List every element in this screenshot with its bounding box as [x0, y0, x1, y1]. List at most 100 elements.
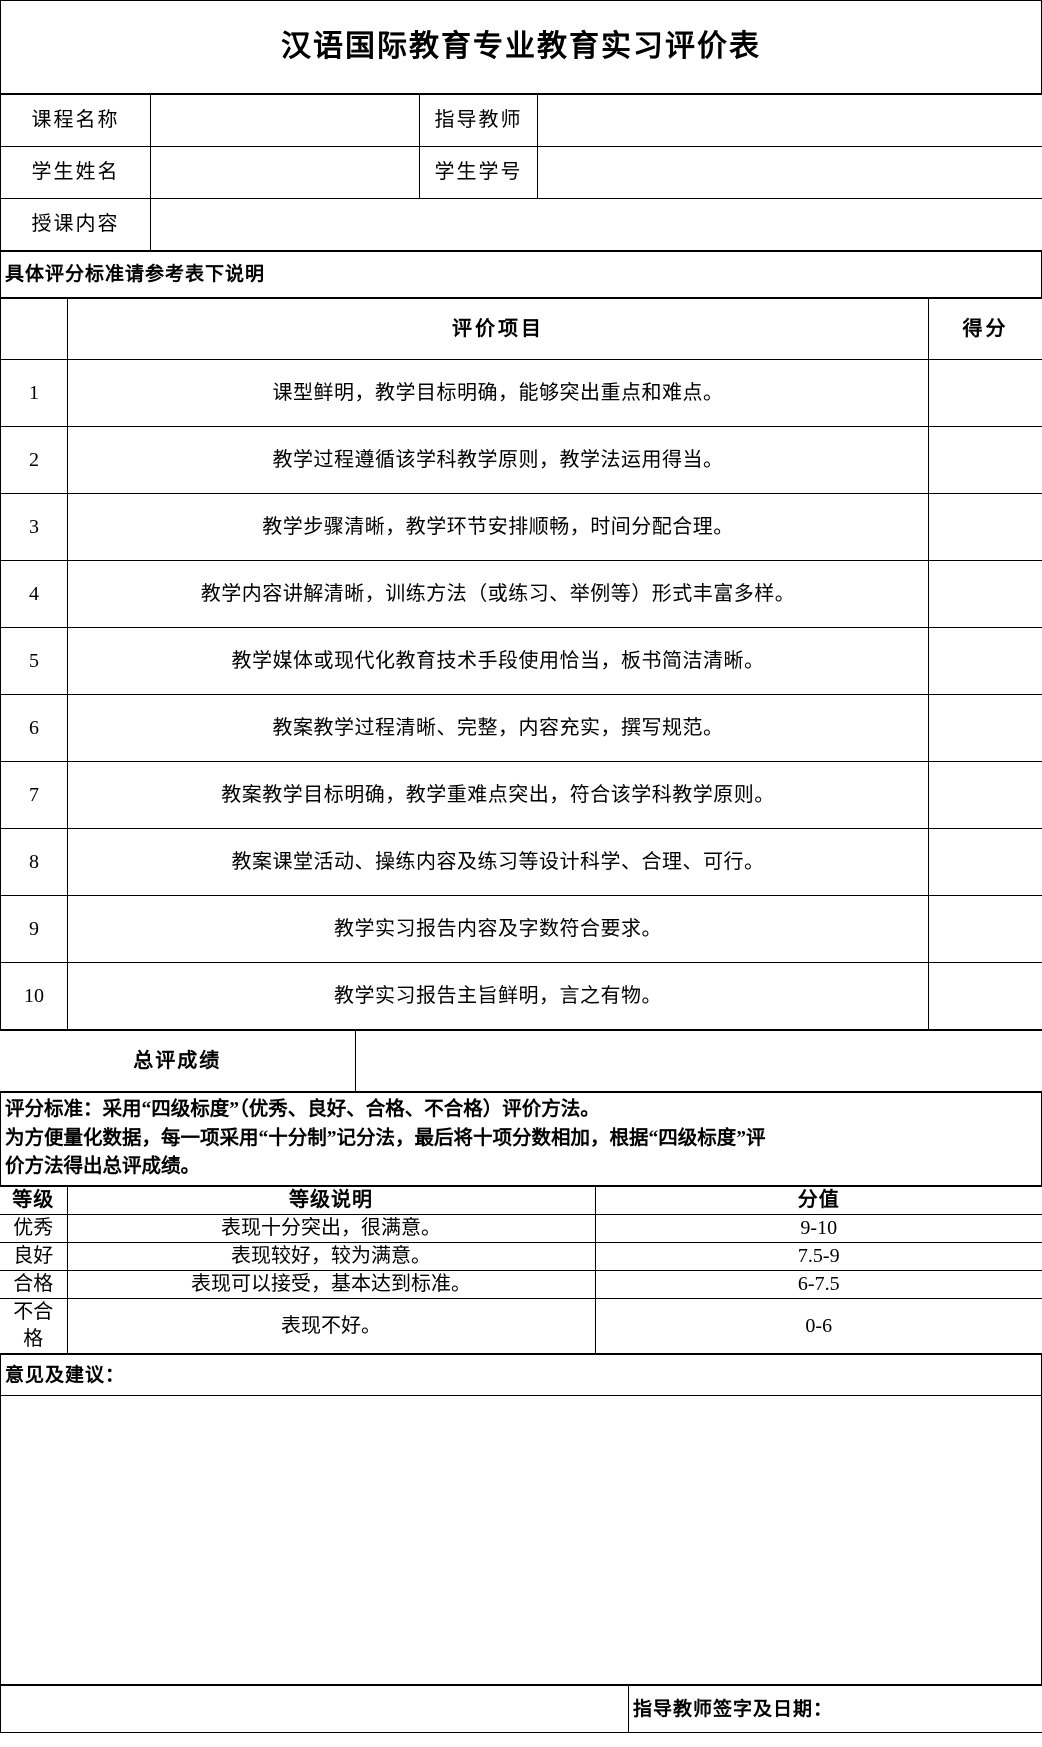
- evaluation-header-row: 评价项目 得分: [0, 298, 1042, 360]
- signature-cell[interactable]: 指导教师签字及日期：: [628, 1685, 1042, 1733]
- row-score-field[interactable]: [928, 493, 1042, 561]
- table-row: 5 教学媒体或现代化教育技术手段使用恰当，板书简洁清晰。: [0, 627, 1042, 695]
- criteria-line-1: 评分标准：采用“四级标度”（优秀、良好、合格、不合格）评价方法。: [5, 1098, 600, 1120]
- row-item-text: 教案教学目标明确，教学重难点突出，符合该学科教学原则。: [67, 761, 929, 829]
- supervisor-label: 指导教师: [419, 94, 538, 147]
- criteria-line-2: 为方便量化数据，每一项采用“十分制”记分法，最后将十项分数相加，根据“四级标度”…: [5, 1127, 766, 1149]
- suggestions-label-cell: 意见及建议：: [0, 1354, 1042, 1396]
- row-score-field[interactable]: [928, 761, 1042, 829]
- total-score-field[interactable]: [354, 1030, 1042, 1092]
- teaching-content-field[interactable]: [150, 198, 1042, 251]
- supervisor-field[interactable]: [537, 94, 1042, 147]
- suggestions-input-row: [0, 1395, 1042, 1685]
- grade-row: 良好 表现较好，较为满意。 7.5-9: [0, 1242, 1042, 1271]
- grade-name: 良好: [0, 1242, 68, 1271]
- suggestions-field[interactable]: [0, 1395, 1042, 1685]
- row-number: 5: [0, 627, 68, 695]
- evaluation-index-header: [0, 298, 68, 360]
- grade-name: 不合格: [0, 1298, 68, 1354]
- grade-description: 表现可以接受，基本达到标准。: [66, 1270, 596, 1299]
- grade-table: 等级 等级说明 分值 优秀 表现十分突出，很满意。 9-10 良好 表现较好，较…: [0, 1186, 1042, 1354]
- total-score-row: 总评成绩: [0, 1030, 1042, 1092]
- grade-name: 合格: [0, 1270, 68, 1299]
- row-number: 9: [0, 895, 68, 963]
- grade-value: 0-6: [594, 1298, 1042, 1354]
- row-score-field[interactable]: [928, 627, 1042, 695]
- table-row: 8 教案课堂活动、操练内容及练习等设计科学、合理、可行。: [0, 828, 1042, 896]
- student-name-label: 学生姓名: [0, 146, 151, 199]
- evaluation-score-header: 得分: [928, 298, 1042, 360]
- row-item-text: 教案课堂活动、操练内容及练习等设计科学、合理、可行。: [67, 828, 929, 896]
- criteria-table: 评分标准：采用“四级标度”（优秀、良好、合格、不合格）评价方法。 为方便量化数据…: [0, 1092, 1042, 1186]
- title-row: 汉语国际教育专业教育实习评价表: [0, 0, 1042, 94]
- row-number: 1: [0, 359, 68, 427]
- student-id-label: 学生学号: [419, 146, 538, 199]
- student-id-field[interactable]: [537, 146, 1042, 199]
- course-name-field[interactable]: [150, 94, 420, 147]
- signature-label: 指导教师签字及日期：: [633, 1698, 834, 1720]
- signature-spacer-cell: [0, 1685, 629, 1733]
- grade-description: 表现不好。: [66, 1298, 596, 1354]
- row-number: 7: [0, 761, 68, 829]
- table-row: 9 教学实习报告内容及字数符合要求。: [0, 895, 1042, 963]
- grade-row: 优秀 表现十分突出，很满意。 9-10: [0, 1214, 1042, 1243]
- grade-row: 不合格 表现不好。 0-6: [0, 1298, 1042, 1354]
- student-row: 学生姓名 学生学号: [0, 146, 1042, 199]
- scoring-note: 具体评分标准请参考表下说明: [5, 264, 266, 285]
- teaching-content-label: 授课内容: [0, 198, 151, 251]
- table-row: 4 教学内容讲解清晰，训练方法（或练习、举例等）形式丰富多样。: [0, 560, 1042, 628]
- row-item-text: 教学实习报告内容及字数符合要求。: [67, 895, 929, 963]
- row-number: 3: [0, 493, 68, 561]
- info-table: 课程名称 指导教师 学生姓名 学生学号 授课内容: [0, 94, 1042, 251]
- grade-description: 表现十分突出，很满意。: [66, 1214, 596, 1243]
- row-item-text: 教学媒体或现代化教育技术手段使用恰当，板书简洁清晰。: [67, 627, 929, 695]
- teaching-content-row: 授课内容: [0, 198, 1042, 251]
- table-row: 2 教学过程遵循该学科教学原则，教学法运用得当。: [0, 426, 1042, 494]
- suggestions-table: 意见及建议：: [0, 1354, 1042, 1685]
- grade-description-header: 等级说明: [66, 1186, 596, 1215]
- row-score-field[interactable]: [928, 359, 1042, 427]
- row-score-field[interactable]: [928, 694, 1042, 762]
- row-score-field[interactable]: [928, 895, 1042, 963]
- row-number: 2: [0, 426, 68, 494]
- grade-header-row: 等级 等级说明 分值: [0, 1186, 1042, 1215]
- grade-header: 等级: [0, 1186, 68, 1215]
- row-score-field[interactable]: [928, 560, 1042, 628]
- grade-description: 表现较好，较为满意。: [66, 1242, 596, 1271]
- signature-table: 指导教师签字及日期：: [0, 1685, 1042, 1733]
- suggestions-label-row: 意见及建议：: [0, 1354, 1042, 1396]
- total-score-label: 总评成绩: [0, 1030, 356, 1092]
- table-row: 10 教学实习报告主旨鲜明，言之有物。: [0, 962, 1042, 1030]
- row-number: 4: [0, 560, 68, 628]
- row-item-text: 课型鲜明，教学目标明确，能够突出重点和难点。: [67, 359, 929, 427]
- grade-row: 合格 表现可以接受，基本达到标准。 6-7.5: [0, 1270, 1042, 1299]
- student-name-field[interactable]: [150, 146, 420, 199]
- signature-row: 指导教师签字及日期：: [0, 1685, 1042, 1733]
- row-item-text: 教学步骤清晰，教学环节安排顺畅，时间分配合理。: [67, 493, 929, 561]
- note-table: 具体评分标准请参考表下说明: [0, 251, 1042, 298]
- row-number: 8: [0, 828, 68, 896]
- criteria-cell: 评分标准：采用“四级标度”（优秀、良好、合格、不合格）评价方法。 为方便量化数据…: [0, 1092, 1042, 1186]
- table-row: 3 教学步骤清晰，教学环节安排顺畅，时间分配合理。: [0, 493, 1042, 561]
- evaluation-item-header: 评价项目: [67, 298, 929, 360]
- row-item-text: 教学内容讲解清晰，训练方法（或练习、举例等）形式丰富多样。: [67, 560, 929, 628]
- suggestions-label: 意见及建议：: [5, 1364, 126, 1386]
- row-item-text: 教案教学过程清晰、完整，内容充实，撰写规范。: [67, 694, 929, 762]
- row-score-field[interactable]: [928, 828, 1042, 896]
- note-row: 具体评分标准请参考表下说明: [0, 251, 1042, 298]
- row-number: 6: [0, 694, 68, 762]
- title-cell: 汉语国际教育专业教育实习评价表: [0, 0, 1042, 94]
- page-title: 汉语国际教育专业教育实习评价表: [281, 29, 761, 63]
- grade-value: 6-7.5: [594, 1270, 1042, 1299]
- table-row: 7 教案教学目标明确，教学重难点突出，符合该学科教学原则。: [0, 761, 1042, 829]
- row-item-text: 教学实习报告主旨鲜明，言之有物。: [67, 962, 929, 1030]
- grade-value: 7.5-9: [594, 1242, 1042, 1271]
- title-table: 汉语国际教育专业教育实习评价表: [0, 0, 1042, 94]
- row-item-text: 教学过程遵循该学科教学原则，教学法运用得当。: [67, 426, 929, 494]
- row-score-field[interactable]: [928, 962, 1042, 1030]
- table-row: 1 课型鲜明，教学目标明确，能够突出重点和难点。: [0, 359, 1042, 427]
- grade-value: 9-10: [594, 1214, 1042, 1243]
- row-score-field[interactable]: [928, 426, 1042, 494]
- grade-name: 优秀: [0, 1214, 68, 1243]
